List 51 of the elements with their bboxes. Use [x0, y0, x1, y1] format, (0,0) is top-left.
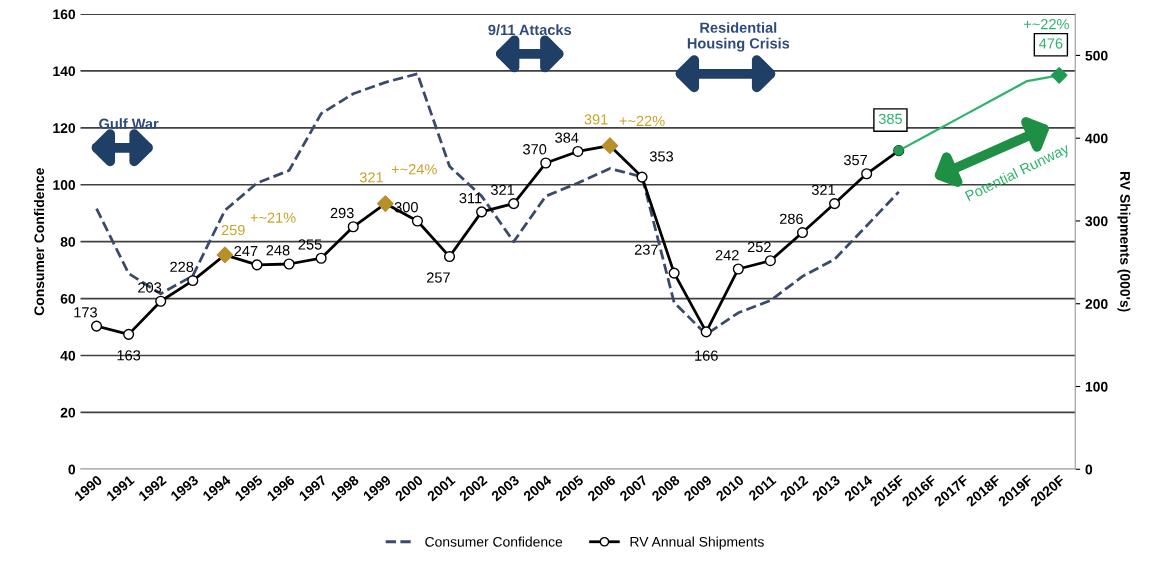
legend-label: RV Annual Shipments: [630, 536, 764, 550]
y-tick-label: 160: [53, 9, 76, 20]
data-label: 476: [1039, 38, 1063, 49]
data-label: 259: [221, 224, 245, 236]
y-tick-label: 0: [68, 464, 76, 475]
data-label: 255: [298, 239, 322, 250]
annotation: 9/11 Attacks: [488, 24, 572, 36]
y-tick-label: 100: [53, 180, 76, 190]
y-tick-label: 120: [53, 123, 76, 134]
data-label: 391: [584, 114, 608, 125]
y-tick-label: 40: [60, 350, 76, 361]
data-label: 357: [843, 154, 867, 166]
data-label: 248: [266, 245, 290, 256]
y-tick-label: 20: [60, 407, 76, 418]
data-label: 228: [170, 261, 194, 272]
data-label: 293: [330, 207, 354, 219]
data-label: 353: [649, 151, 674, 162]
annotation: +~22%: [1023, 19, 1069, 30]
y-tick-label: 140: [53, 66, 76, 77]
data-label: 385: [878, 113, 902, 124]
data-label: 242: [715, 250, 739, 261]
annotation: Residential Housing Crisis: [687, 22, 790, 52]
data-label: 252: [747, 241, 771, 253]
data-label: 247: [234, 245, 258, 257]
data-label: 384: [555, 132, 579, 143]
legend-label: Consumer Confidence: [425, 536, 563, 547]
data-label: 311: [459, 192, 482, 204]
annotation: +~22%: [619, 115, 665, 127]
y-tick-label: 60: [60, 293, 76, 304]
data-label: 286: [779, 213, 803, 224]
data-label: 321: [359, 172, 383, 183]
data-label: 321: [811, 184, 835, 195]
y2-tick-label: 200: [1085, 299, 1108, 309]
y2-tick-label: 100: [1085, 381, 1108, 392]
y2-tick-label: 500: [1085, 50, 1108, 61]
data-label: 321: [490, 184, 515, 195]
y2-axis-title: RV Shipments (000's): [1117, 171, 1131, 312]
y-axis-title: Consumer Confidence: [33, 168, 45, 316]
data-label: 257: [426, 272, 450, 283]
annotation: +~24%: [391, 164, 437, 175]
annotation: +~21%: [250, 212, 296, 223]
y2-tick-label: 0: [1085, 464, 1093, 475]
y2-tick-label: 300: [1085, 216, 1108, 227]
y2-tick-label: 400: [1085, 133, 1108, 144]
data-label: 370: [523, 144, 547, 155]
y-tick-label: 80: [60, 236, 76, 247]
data-label: 173: [74, 307, 97, 318]
data-label: 237: [634, 244, 658, 255]
data-label: 203: [138, 282, 162, 293]
data-label: 300: [394, 202, 418, 213]
annotation: Gulf War: [99, 118, 159, 129]
